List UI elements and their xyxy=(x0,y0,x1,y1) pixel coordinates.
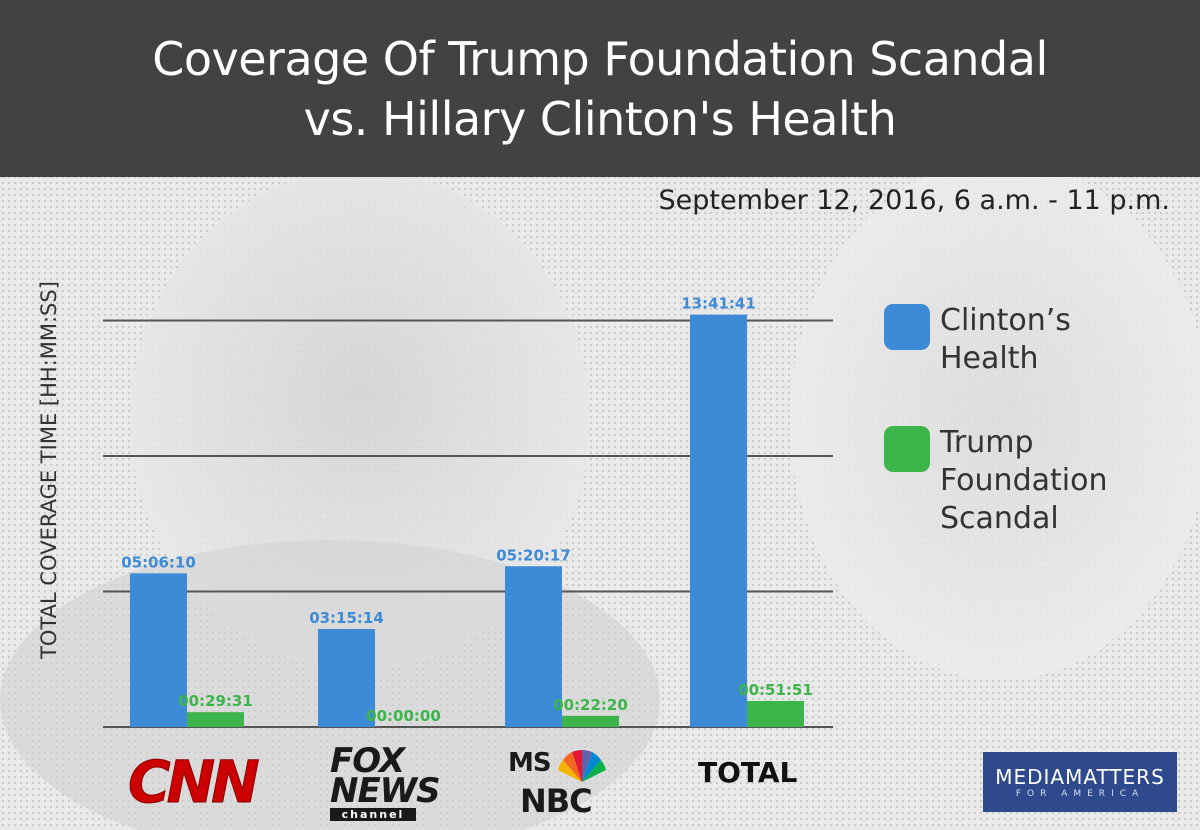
legend-label-trump: Trump Foundation Scandal xyxy=(940,425,1108,536)
value-label-trump-3: 00:51:51 xyxy=(738,681,813,699)
value-label-clinton-1: 03:15:14 xyxy=(309,609,384,627)
value-label-clinton-0: 05:06:10 xyxy=(121,553,196,571)
chart-title-line1: Coverage Of Trump Foundation Scandal xyxy=(152,31,1048,86)
bar-clinton-0 xyxy=(130,573,187,727)
header-banner: Coverage Of Trump Foundation Scandal vs.… xyxy=(0,0,1200,177)
legend-label-clinton: Clinton’s Health xyxy=(940,303,1071,376)
value-label-clinton-2: 05:20:17 xyxy=(496,546,571,564)
peacock-icon xyxy=(558,750,606,782)
bar-clinton-1 xyxy=(318,629,375,727)
chart-subtitle: September 12, 2016, 6 a.m. - 11 p.m. xyxy=(658,185,1170,216)
value-label-trump-1: 00:00:00 xyxy=(366,707,441,725)
cnn-logo: CNN xyxy=(128,748,261,817)
bar-clinton-2 xyxy=(505,566,562,727)
legend-swatch-trump xyxy=(884,426,930,472)
media-matters-logo: MEDIAMATTERS FOR AMERICA xyxy=(983,752,1177,812)
bars xyxy=(130,314,804,727)
value-label-trump-0: 00:29:31 xyxy=(178,692,253,710)
brand-sub-text: FOR AMERICA xyxy=(1015,789,1145,799)
bar-value-labels: 05:06:10 03:15:14 05:20:17 13:41:41 00:29:31… xyxy=(121,295,813,725)
fox-news-logo: FOX NEWS channel xyxy=(330,741,441,821)
msnbc-logo: MS NBC xyxy=(508,748,618,820)
total-label: TOTAL xyxy=(698,756,798,789)
brand-main-text: MEDIAMATTERS xyxy=(995,765,1165,789)
bar-trump-3 xyxy=(747,700,804,727)
legend-item-trump: Trump Foundation Scandal xyxy=(884,424,1160,538)
value-label-trump-2: 00:22:20 xyxy=(553,696,628,714)
legend-swatch-clinton xyxy=(884,304,930,350)
fox-logo-word1: FOX xyxy=(330,741,405,781)
bar-trump-0 xyxy=(187,712,244,727)
msnbc-logo-ms: MS xyxy=(508,748,552,778)
chart-title-line2: vs. Hillary Clinton's Health xyxy=(303,91,897,146)
fox-logo-word2: NEWS xyxy=(330,771,441,811)
msnbc-logo-nbc: NBC xyxy=(520,782,593,820)
legend-item-clinton: Clinton’s Health xyxy=(884,302,1160,378)
fox-logo-channel: channel xyxy=(330,808,416,821)
bar-clinton-3 xyxy=(690,314,747,727)
value-label-clinton-3: 13:41:41 xyxy=(681,295,756,313)
bar-trump-2 xyxy=(562,715,619,727)
y-axis-label: TOTAL COVERAGE TIME [HH:MM:SS] xyxy=(37,281,61,660)
